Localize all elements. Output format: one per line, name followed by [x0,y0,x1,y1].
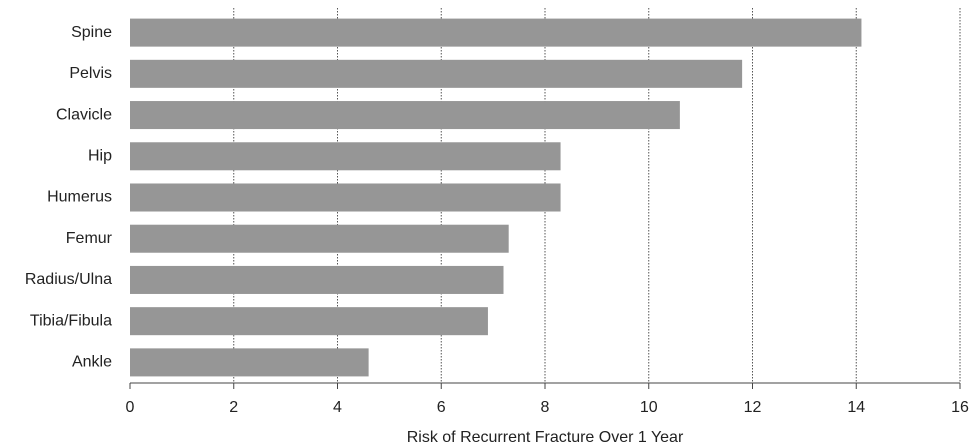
y-tick-label: Humerus [47,189,112,206]
y-tick-label: Ankle [72,354,112,371]
x-tick-label: 16 [951,399,969,416]
x-axis-title: Risk of Recurrent Fracture Over 1 Year [407,429,684,446]
bar [130,224,509,253]
x-tick-label: 12 [744,399,762,416]
y-tick-label: Radius/Ulna [25,271,112,288]
y-tick-label: Tibia/Fibula [30,312,112,329]
bar [130,183,561,212]
y-tick-label: Spine [71,24,112,41]
x-tick-label: 2 [229,399,238,416]
y-tick-label: Hip [88,147,112,164]
bar [130,142,561,171]
x-tick-label: 6 [437,399,446,416]
x-tick-label: 4 [333,399,342,416]
y-tick-label: Pelvis [69,65,112,82]
x-tick-label: 14 [847,399,865,416]
bar [130,18,862,47]
x-tick-label: 8 [541,399,550,416]
y-tick-label: Femur [66,230,113,247]
x-tick-label: 0 [126,399,135,416]
bar [130,101,680,130]
bar [130,348,369,377]
bar [130,59,743,88]
x-tick-label: 10 [640,399,658,416]
bar [130,265,504,294]
y-tick-label: Clavicle [56,106,112,123]
bar [130,307,488,336]
